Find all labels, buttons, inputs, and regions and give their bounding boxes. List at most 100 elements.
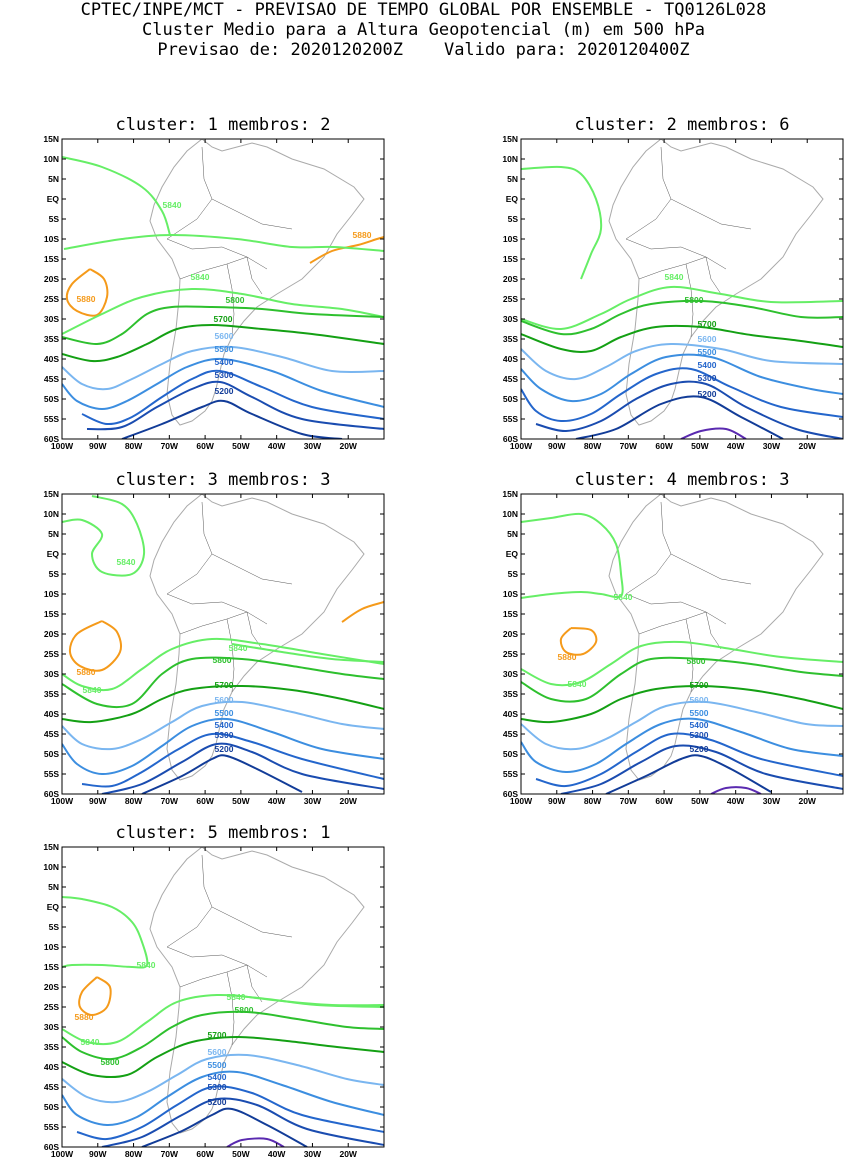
country-border xyxy=(166,946,268,978)
lat-tick-label: 40S xyxy=(44,354,59,364)
contour-5500 xyxy=(62,357,384,411)
lon-tick-label: 30W xyxy=(304,1149,322,1159)
lon-tick-label: 90W xyxy=(548,441,566,451)
contour-5300 xyxy=(560,744,843,794)
country-border xyxy=(246,256,263,295)
contour-5880 xyxy=(341,601,384,623)
lat-tick-label: 15N xyxy=(502,134,518,144)
lat-tick-label: 45S xyxy=(503,729,518,739)
lat-tick-label: 10N xyxy=(43,509,59,519)
lon-tick-label: 30W xyxy=(763,796,781,806)
contour-label-5800: 5800 xyxy=(235,1005,254,1015)
lat-tick-label: 10S xyxy=(503,589,518,599)
contour-5100 xyxy=(680,427,747,439)
lat-tick-label: 10S xyxy=(503,234,518,244)
lat-tick-label: 5N xyxy=(48,529,59,539)
contour-5600 xyxy=(521,700,843,751)
lat-tick-label: 45S xyxy=(44,374,59,384)
contour-5300 xyxy=(86,380,384,431)
lat-tick-label: 25S xyxy=(503,294,518,304)
lon-tick-label: 40W xyxy=(727,441,745,451)
contour-5500 xyxy=(62,1070,384,1127)
lon-tick-label: 60W xyxy=(196,441,214,451)
lon-tick-label: 20W xyxy=(339,441,357,451)
country-border xyxy=(625,238,727,270)
contour-label-5880: 5880 xyxy=(77,667,96,677)
lat-tick-label: 30S xyxy=(503,314,518,324)
contour-5880 xyxy=(65,268,109,317)
contour-5200 xyxy=(141,1107,308,1147)
lon-tick-label: 100W xyxy=(510,796,533,806)
lon-tick-label: 40W xyxy=(268,796,286,806)
contour-label-5600: 5600 xyxy=(215,695,234,705)
lat-tick-label: 5S xyxy=(49,569,60,579)
country-border xyxy=(211,198,293,230)
contour-label-5700: 5700 xyxy=(215,680,234,690)
contour-label-5840: 5840 xyxy=(614,592,633,602)
lat-tick-label: 50S xyxy=(44,394,59,404)
country-border xyxy=(625,146,672,240)
contour-label-5840: 5840 xyxy=(665,272,684,282)
contour-5700 xyxy=(521,324,843,353)
lon-tick-label: 100W xyxy=(51,441,74,451)
lat-tick-label: 50S xyxy=(503,749,518,759)
contour-5840 xyxy=(62,495,146,577)
contour-5880 xyxy=(309,236,384,264)
map-panel-cluster-4: cluster: 4 membros: 3 5880 5840 5840 5800 570… xyxy=(502,470,844,806)
plot-frame xyxy=(61,846,385,1148)
country-border xyxy=(705,256,722,295)
lat-tick-label: 45S xyxy=(503,374,518,384)
lon-tick-label: 70W xyxy=(161,441,179,451)
lat-tick-label: 50S xyxy=(44,749,59,759)
lon-tick-label: 80W xyxy=(584,441,602,451)
lat-tick-label: 60S xyxy=(503,434,518,444)
contour-label-5500: 5500 xyxy=(690,708,709,718)
contour-label-5500: 5500 xyxy=(215,708,234,718)
map-panel-cluster-1: cluster: 1 membros: 2 5880 5880 5840 5840 580… xyxy=(43,115,385,451)
lat-tick-label: 60S xyxy=(503,789,518,799)
contour-5800 xyxy=(62,656,384,709)
map-plot: 5840 5800 5700 5600 5500 5400 5300 5200 xyxy=(521,139,843,439)
contour-label-5840: 5840 xyxy=(191,272,210,282)
lat-tick-label: 10N xyxy=(502,154,518,164)
contour-label-5700: 5700 xyxy=(214,314,233,324)
lon-tick-label: 40W xyxy=(727,796,745,806)
lon-tick-label: 20W xyxy=(339,796,357,806)
lat-tick-label: 30S xyxy=(44,1022,59,1032)
contour-label-5840: 5840 xyxy=(568,679,587,689)
contour-label-5880: 5880 xyxy=(77,294,96,304)
contour-5600 xyxy=(62,345,384,391)
lat-tick-label: 20S xyxy=(44,274,59,284)
lon-tick-label: 100W xyxy=(51,1149,74,1159)
lon-tick-label: 20W xyxy=(798,441,816,451)
contour-5300 xyxy=(535,380,843,439)
lon-tick-label: 30W xyxy=(304,796,322,806)
lat-tick-label: 15S xyxy=(44,254,59,264)
lat-tick-label: 20S xyxy=(503,629,518,639)
lon-tick-label: 60W xyxy=(655,796,673,806)
lat-tick-label: 35S xyxy=(44,689,59,699)
country-border xyxy=(670,198,752,230)
contour-5600 xyxy=(62,700,384,751)
contour-5200 xyxy=(121,399,343,439)
lat-tick-label: 10S xyxy=(44,234,59,244)
coastline xyxy=(149,494,365,781)
contour-5400 xyxy=(521,367,843,423)
contour-label-5840: 5840 xyxy=(81,1037,100,1047)
lat-tick-label: EQ xyxy=(47,549,60,559)
lat-tick-label: 5N xyxy=(48,882,59,892)
lat-tick-label: 30S xyxy=(44,669,59,679)
lon-tick-label: 40W xyxy=(268,441,286,451)
contour-5100 xyxy=(710,786,762,794)
country-border xyxy=(638,611,707,635)
lat-tick-label: 15S xyxy=(44,962,59,972)
lat-tick-label: 55S xyxy=(503,769,518,779)
lat-tick-label: 45S xyxy=(44,729,59,739)
lon-tick-label: 80W xyxy=(125,441,143,451)
lat-tick-label: 30S xyxy=(44,314,59,324)
contour-5500 xyxy=(521,717,843,774)
country-border xyxy=(211,906,293,938)
contour-5840 xyxy=(521,512,624,599)
contour-label-5700: 5700 xyxy=(690,680,709,690)
map-panel-cluster-5: cluster: 5 membros: 15880584058405840580… xyxy=(43,823,385,1159)
